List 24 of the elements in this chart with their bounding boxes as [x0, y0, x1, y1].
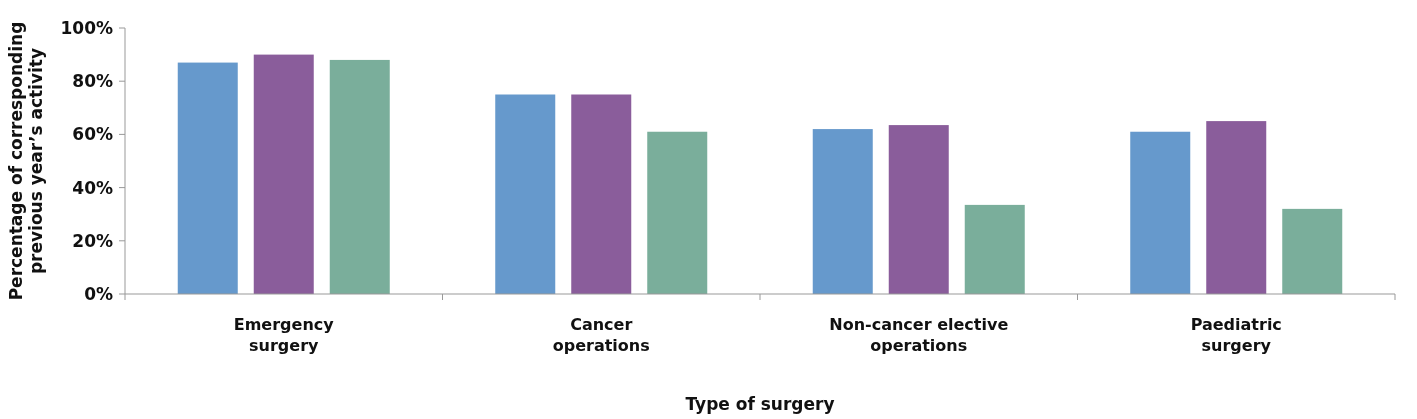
x-tick-label: Paediatric surgery: [1190, 315, 1282, 355]
y-tick-label: 60%: [72, 124, 113, 145]
bar: [964, 204, 1025, 294]
bar: [253, 54, 314, 294]
y-tick-label: 80%: [72, 71, 113, 92]
bar: [647, 131, 708, 294]
y-axis-title: Percentage of corresponding previous year’s activity: [6, 21, 46, 301]
bar: [812, 129, 873, 294]
y-tick-label: 0%: [84, 283, 113, 304]
x-tick-label: Cancer operations: [552, 315, 650, 355]
bar: [571, 94, 632, 294]
bar: [177, 62, 238, 294]
x-axis-title: Type of surgery: [685, 394, 835, 414]
bar: [1130, 131, 1191, 294]
bar: [1282, 208, 1343, 294]
bar: [329, 59, 390, 294]
bar: [1206, 121, 1267, 294]
y-tick-label: 20%: [72, 230, 113, 251]
bar: [495, 94, 556, 294]
y-tick-label: 100%: [60, 17, 113, 38]
y-tick-label: 40%: [72, 177, 113, 198]
bar: [888, 125, 949, 294]
x-tick-label: Emergency surgery: [233, 315, 335, 355]
x-tick-label: Non-cancer elective operations: [829, 315, 1009, 355]
